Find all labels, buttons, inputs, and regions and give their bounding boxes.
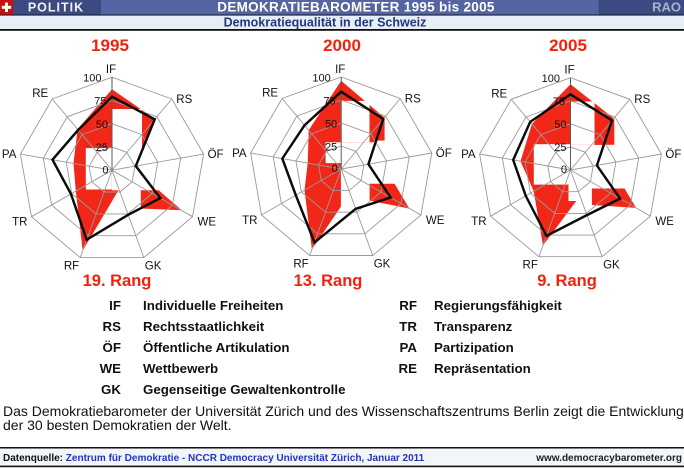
svg-text:PA: PA — [461, 149, 476, 161]
svg-text:2000: 2000 — [323, 36, 361, 55]
svg-text:Partizipation: Partizipation — [434, 340, 514, 355]
svg-text:PA: PA — [2, 149, 17, 161]
svg-text:Repräsentation: Repräsentation — [434, 361, 531, 376]
svg-text:Das Demokratiebarometer der Un: Das Demokratiebarometer der Universität … — [3, 403, 684, 419]
svg-text:ÖF: ÖF — [208, 149, 224, 161]
svg-text:POLITIK: POLITIK — [28, 1, 84, 15]
svg-text:RE: RE — [262, 88, 278, 100]
svg-text:0: 0 — [102, 164, 108, 176]
svg-text:100: 100 — [312, 72, 330, 84]
svg-text:0: 0 — [332, 163, 338, 175]
svg-text:RS: RS — [634, 94, 650, 106]
svg-text:DEMOKRATIEBAROMETER 1995 bis 2: DEMOKRATIEBAROMETER 1995 bis 2005 — [217, 0, 495, 15]
svg-text:GK: GK — [374, 259, 391, 271]
svg-text:Datenquelle: Zentrum für Demok: Datenquelle: Zentrum für Demokratie - NC… — [3, 453, 425, 464]
svg-text:Individuelle Freiheiten: Individuelle Freiheiten — [143, 298, 283, 313]
svg-text:WE: WE — [655, 216, 674, 228]
svg-text:RAO: RAO — [652, 0, 681, 15]
svg-text:Demokratiequalität in der Schw: Demokratiequalität in der Schweiz — [224, 16, 427, 30]
svg-text:IF: IF — [109, 298, 121, 313]
svg-text:13. Rang: 13. Rang — [294, 272, 363, 290]
svg-text:RF: RF — [293, 259, 308, 271]
svg-text:PA: PA — [400, 340, 418, 355]
svg-text:IF: IF — [335, 64, 345, 76]
svg-text:75: 75 — [94, 96, 106, 108]
svg-text:TR: TR — [399, 319, 417, 334]
svg-text:IF: IF — [564, 65, 574, 77]
svg-text:der 30 besten Demokratien der: der 30 besten Demokratien der Welt. — [3, 417, 232, 433]
svg-text:1995: 1995 — [91, 36, 129, 55]
svg-text:100: 100 — [542, 73, 560, 85]
svg-text:25: 25 — [96, 142, 108, 154]
svg-text:RF: RF — [523, 260, 538, 272]
svg-text:RE: RE — [399, 361, 418, 376]
svg-text:TR: TR — [242, 215, 257, 227]
svg-text:Transparenz: Transparenz — [434, 319, 513, 334]
svg-text:RF: RF — [64, 261, 79, 273]
svg-text:GK: GK — [603, 260, 620, 272]
svg-text:75: 75 — [323, 95, 335, 107]
svg-text:Rechtsstaatlichkeit: Rechtsstaatlichkeit — [143, 319, 265, 334]
svg-text:RF: RF — [399, 298, 417, 313]
svg-text:25: 25 — [325, 141, 337, 153]
svg-text:RS: RS — [405, 93, 421, 105]
svg-text:GK: GK — [145, 261, 162, 273]
svg-text:75: 75 — [553, 96, 565, 108]
svg-text:Gegenseitige Gewaltenkontrolle: Gegenseitige Gewaltenkontrolle — [143, 382, 345, 397]
svg-text:ÖF: ÖF — [436, 148, 452, 160]
svg-text:100: 100 — [83, 73, 101, 85]
svg-text:2005: 2005 — [549, 36, 587, 55]
svg-text:GK: GK — [101, 382, 121, 397]
svg-text:RS: RS — [103, 319, 122, 334]
svg-text:25: 25 — [554, 142, 566, 154]
svg-text:TR: TR — [471, 216, 486, 228]
svg-text:WE: WE — [100, 361, 122, 376]
svg-text:TR: TR — [12, 217, 27, 229]
svg-text:ÖF: ÖF — [103, 340, 121, 355]
svg-text:ÖF: ÖF — [665, 149, 681, 161]
svg-text:RE: RE — [491, 88, 507, 100]
svg-text:WE: WE — [426, 215, 445, 227]
svg-text:0: 0 — [561, 164, 567, 176]
svg-text:Öffentliche Artikulation: Öffentliche Artikulation — [143, 340, 290, 355]
svg-text:19. Rang: 19. Rang — [83, 272, 152, 290]
svg-text:50: 50 — [96, 119, 108, 131]
svg-text:PA: PA — [232, 148, 247, 160]
svg-text:WE: WE — [198, 217, 217, 229]
svg-text:RS: RS — [176, 94, 192, 106]
svg-text:www.democracybarometer.org: www.democracybarometer.org — [535, 453, 682, 464]
svg-text:RE: RE — [32, 88, 48, 100]
svg-text:9. Rang: 9. Rang — [537, 272, 597, 290]
svg-text:50: 50 — [554, 119, 566, 131]
svg-text:IF: IF — [106, 64, 116, 76]
svg-text:50: 50 — [325, 118, 337, 130]
svg-text:Regierungsfähigkeit: Regierungsfähigkeit — [434, 298, 562, 313]
svg-text:Wettbewerb: Wettbewerb — [143, 361, 218, 376]
